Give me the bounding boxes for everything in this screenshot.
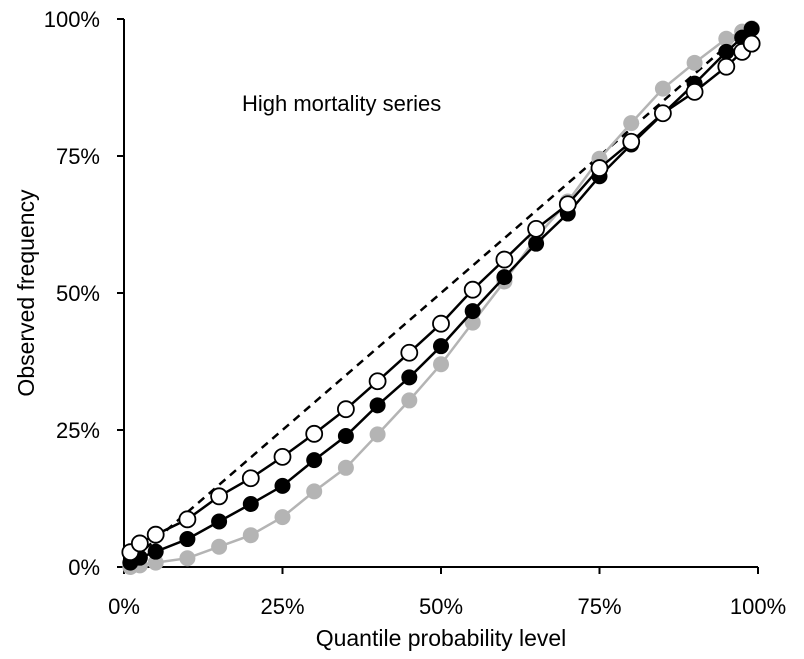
data-point-open-series (241, 469, 260, 488)
data-point-open-series (273, 447, 292, 466)
data-point-grey-series (686, 54, 703, 71)
data-point-open-series (432, 314, 450, 333)
data-point-open-series (368, 372, 387, 391)
data-point-open-series (590, 159, 609, 177)
x-tick-label: 75% (577, 594, 621, 619)
data-point-grey-series (623, 115, 640, 132)
y-tick-label: 75% (56, 144, 100, 169)
data-point-open-series (558, 195, 577, 214)
y-ticks: 0% 25% 50% 75% 100% (44, 7, 124, 580)
data-point-black-series (211, 513, 228, 530)
y-tick-label: 25% (56, 418, 100, 443)
y-tick-label: 0% (68, 555, 100, 580)
data-point-grey-series (369, 426, 386, 443)
data-point-grey-series (718, 30, 735, 47)
data-point-open-series (527, 219, 545, 238)
data-point-open-series (463, 280, 482, 299)
chart-annotation: High mortality series (242, 91, 441, 116)
data-point-open-series (210, 487, 229, 506)
data-point-black-series (496, 269, 513, 286)
data-point-grey-series (306, 483, 323, 500)
x-tick-label: 100% (730, 594, 786, 619)
data-point-grey-series (274, 509, 291, 526)
data-point-black-series (433, 338, 449, 355)
data-point-open-series (178, 510, 197, 529)
x-axis-title: Quantile probability level (316, 625, 567, 651)
series-black-series (122, 20, 760, 571)
data-point-grey-series (464, 314, 481, 331)
data-point-black-series (147, 543, 164, 560)
series-open-series (121, 34, 761, 562)
x-tick-label: 25% (260, 594, 304, 619)
data-point-grey-series (179, 550, 196, 567)
y-tick-label: 100% (44, 7, 100, 32)
x-tick-label: 50% (419, 594, 463, 619)
data-point-open-series (654, 104, 672, 123)
data-point-open-series (717, 57, 736, 76)
x-tick-label: 0% (108, 594, 140, 619)
data-point-open-series (685, 82, 704, 101)
data-point-grey-series (211, 538, 228, 555)
data-point-black-series (401, 369, 418, 386)
data-point-open-series (622, 132, 641, 151)
data-point-open-series (742, 34, 761, 53)
data-point-black-series (743, 20, 760, 37)
data-point-open-series (146, 525, 165, 544)
data-point-black-series (179, 531, 196, 548)
data-point-open-series (305, 424, 324, 443)
data-point-open-series (130, 534, 149, 553)
y-axis-title: Observed frequency (13, 189, 39, 397)
data-point-grey-series (401, 392, 418, 409)
series-layer (121, 18, 761, 575)
data-point-grey-series (147, 554, 164, 571)
data-point-black-series (306, 452, 323, 469)
data-point-open-series (400, 343, 419, 362)
data-point-grey-series (654, 80, 671, 97)
data-point-black-series (274, 477, 291, 494)
data-point-black-series (528, 235, 545, 252)
axes: 0% 25% 50% 75% 100% 0% 25% 50% 75% 100% (44, 7, 786, 619)
data-point-black-series (464, 303, 481, 320)
data-point-grey-series (433, 356, 449, 373)
data-point-grey-series (242, 527, 259, 544)
data-point-open-series (336, 400, 355, 419)
data-point-black-series (242, 495, 259, 512)
x-ticks: 0% 25% 50% 75% 100% (108, 567, 786, 619)
data-point-black-series (337, 428, 354, 445)
data-point-black-series (718, 43, 735, 60)
y-tick-label: 50% (56, 281, 100, 306)
data-point-black-series (369, 397, 386, 414)
data-point-open-series (495, 250, 514, 269)
data-point-grey-series (337, 459, 354, 476)
